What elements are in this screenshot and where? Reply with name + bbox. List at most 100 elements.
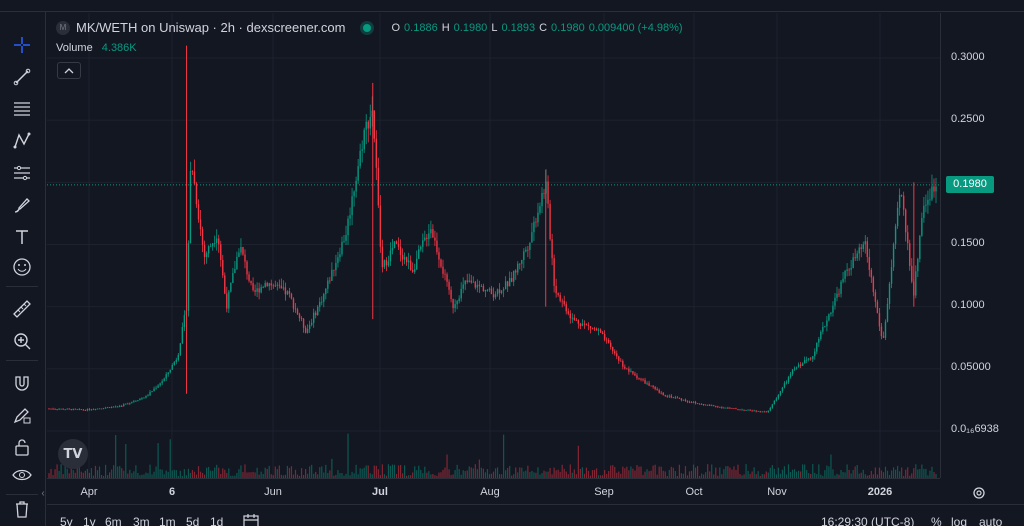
symbol-title[interactable]: MK/WETH on Uniswap · 2h · dexscreener.co… bbox=[76, 20, 346, 35]
volume-bar bbox=[64, 464, 66, 478]
volume-bar bbox=[620, 473, 622, 478]
candle-body bbox=[446, 274, 448, 282]
crosshair-icon[interactable] bbox=[8, 32, 36, 58]
volume-bar bbox=[218, 467, 220, 478]
volume-bar bbox=[367, 465, 369, 478]
candle-body bbox=[735, 408, 737, 410]
candle-body bbox=[805, 359, 808, 361]
eye-icon[interactable] bbox=[8, 462, 36, 488]
pattern-icon[interactable] bbox=[8, 128, 36, 154]
lock-icon[interactable] bbox=[8, 434, 36, 460]
trash-icon[interactable] bbox=[8, 496, 36, 522]
candle-body bbox=[92, 409, 95, 411]
range-6m-button[interactable]: 6m bbox=[105, 515, 122, 526]
time-axis[interactable]: Apr 6 Jun Jul Aug Sep Oct Nov 2026 bbox=[47, 478, 940, 504]
chart-settings-icon[interactable] bbox=[970, 484, 988, 502]
volume-bar bbox=[808, 473, 810, 478]
volume-bar bbox=[866, 475, 868, 478]
volume-bar bbox=[557, 469, 559, 478]
tradingview-logo[interactable]: TV bbox=[58, 439, 88, 469]
candle-body bbox=[349, 215, 351, 219]
text-icon[interactable] bbox=[8, 224, 36, 250]
volume-bar bbox=[614, 466, 616, 478]
fib-icon[interactable] bbox=[8, 96, 36, 122]
ruler-icon[interactable] bbox=[8, 296, 36, 322]
volume-bar bbox=[745, 464, 747, 478]
chart-area[interactable] bbox=[47, 13, 940, 478]
percent-toggle[interactable]: % bbox=[931, 515, 942, 526]
prediction-icon[interactable] bbox=[8, 160, 36, 186]
range-1y-button[interactable]: 1y bbox=[83, 515, 96, 526]
volume-bar bbox=[317, 474, 319, 478]
lock-drawing-icon[interactable] bbox=[8, 402, 36, 428]
magnet-icon[interactable] bbox=[8, 370, 36, 396]
candle-body bbox=[494, 294, 497, 298]
calendar-icon[interactable] bbox=[243, 514, 259, 526]
log-toggle[interactable]: log bbox=[951, 515, 968, 526]
volume-bar bbox=[135, 465, 137, 478]
candle-body bbox=[199, 219, 202, 230]
volume-bar bbox=[662, 470, 664, 478]
volume-bar bbox=[812, 464, 814, 478]
chevron-up-icon[interactable] bbox=[57, 62, 81, 79]
volume-bar bbox=[111, 469, 113, 478]
volume-bar bbox=[917, 469, 919, 478]
volume-bar bbox=[333, 475, 335, 478]
candle-body bbox=[135, 400, 137, 402]
price-chart[interactable] bbox=[47, 13, 940, 478]
price-tick: 0.0₁₆6938 bbox=[951, 423, 999, 435]
live-indicator-icon bbox=[363, 23, 372, 32]
time-tick: Jun bbox=[264, 486, 282, 498]
candle-body bbox=[240, 247, 242, 253]
range-1m-button[interactable]: 1m bbox=[159, 515, 176, 526]
trend-line-icon[interactable] bbox=[8, 64, 36, 90]
candle-body bbox=[579, 323, 582, 326]
candle-body bbox=[618, 356, 620, 361]
volume-bar bbox=[935, 473, 937, 478]
candle-body bbox=[771, 404, 774, 408]
volume-bar bbox=[147, 473, 149, 478]
candle-body bbox=[668, 395, 670, 397]
price-axis[interactable]: 0.3000 0.2500 0.1500 0.1000 0.05000 0.0₁… bbox=[940, 13, 1024, 478]
candle-body bbox=[577, 320, 580, 324]
candle-body bbox=[818, 338, 820, 343]
candle-body bbox=[224, 275, 226, 294]
clock-time[interactable]: 16:29:30 (UTC-8) bbox=[821, 515, 915, 526]
candle-body bbox=[343, 240, 345, 242]
volume-bar bbox=[656, 474, 658, 478]
top-control[interactable] bbox=[38, 0, 52, 10]
volume-bar bbox=[791, 469, 794, 478]
range-1d-button[interactable]: 1d bbox=[210, 515, 224, 526]
range-5y-button[interactable]: 5y bbox=[60, 515, 73, 526]
chart-legend: M MK/WETH on Uniswap · 2h · dexscreener.… bbox=[56, 20, 683, 35]
auto-toggle[interactable]: auto bbox=[979, 515, 1003, 526]
volume-bar bbox=[401, 473, 404, 478]
candle-body bbox=[808, 358, 810, 360]
volume-bar bbox=[195, 474, 198, 478]
volume-bar bbox=[167, 471, 169, 478]
brush-icon[interactable] bbox=[8, 192, 36, 218]
range-3m-button[interactable]: 3m bbox=[133, 515, 150, 526]
volume-bar bbox=[153, 471, 155, 478]
emoji-icon[interactable] bbox=[8, 254, 36, 280]
volume-bar bbox=[551, 474, 553, 478]
volume-bar bbox=[274, 466, 276, 478]
candle-body bbox=[521, 259, 523, 264]
time-tick: Oct bbox=[685, 486, 703, 498]
volume-bar bbox=[591, 470, 594, 478]
volume-bar bbox=[474, 464, 476, 478]
range-5d-button[interactable]: 5d bbox=[186, 515, 200, 526]
toolbar-collapse-icon[interactable]: ‹ bbox=[41, 487, 45, 499]
candle-body bbox=[454, 304, 456, 309]
candle-body bbox=[500, 290, 503, 294]
volume-bar bbox=[727, 466, 729, 478]
volume-bar bbox=[593, 469, 596, 478]
token-icon: M bbox=[56, 20, 70, 35]
candle-body bbox=[670, 395, 673, 398]
volume-bar bbox=[353, 473, 355, 478]
zoom-icon[interactable] bbox=[8, 328, 36, 354]
candle-body bbox=[213, 243, 216, 244]
volume-bar bbox=[686, 475, 689, 478]
candle-body bbox=[563, 300, 565, 305]
volume-bar bbox=[228, 468, 230, 478]
